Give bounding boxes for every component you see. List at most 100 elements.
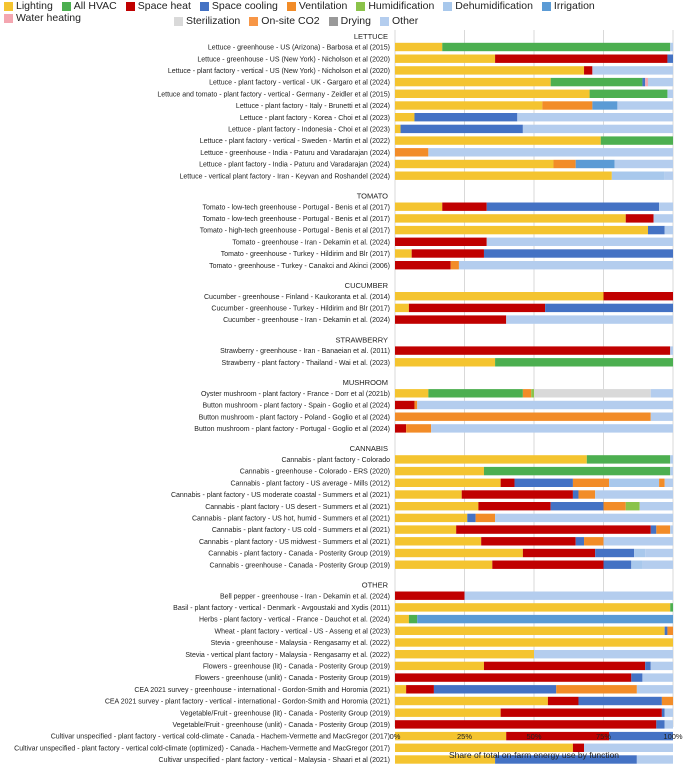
row-label: Bell pepper - greenhouse - Iran - Dekami… [220,593,390,600]
bar-segment-lighting [395,202,443,211]
x-tick-label: 0% [390,732,401,741]
row-label: Button mushroom - plant factory - Poland… [199,414,390,421]
bar-segment-all-hvac [408,614,418,624]
bar-segment-lighting [395,696,548,706]
bar-segment-all-hvac [550,77,643,87]
bar-segment-lighting [395,525,457,534]
bar-segment-space-heat [572,743,585,752]
bar-segment-space-heat [603,292,673,301]
bar-segment-space-cooling [400,124,523,134]
bar-segment-humidification [625,502,640,511]
bar-segment-lighting [395,159,554,169]
bar-segment-lighting [395,136,601,145]
row-label: Cannabis - plant factory - US moderate c… [171,492,390,499]
row-label: CEA 2021 survey - plant factory - vertic… [105,699,390,706]
bar-segment-lighting [395,490,462,499]
bar-segment-lighting [395,292,604,301]
bar-segment-lighting [395,455,587,464]
legend-swatch [379,16,389,26]
bar-segment-other [664,708,673,717]
row-label: Cannabis - plant factory - US midwest - … [199,539,390,546]
bar-segment-lighting [395,478,501,487]
bar-segment-other [667,89,673,98]
row-label: Tomato - greenhouse - Iran - Dekamin et … [232,239,390,246]
row-label: Cannabis - plant factory - US hot, humid… [192,516,390,523]
bar-segment-irrigation [417,614,673,624]
bar-segment-space-heat [395,673,632,682]
row-label: Cultivar unspecified - plant factory - v… [51,734,390,741]
row-label: Stevia - vertical plant factory - Malays… [185,652,390,659]
bar-segment-all-hvac [589,89,668,98]
legend-swatch [4,13,13,23]
bar-segment-ventilation [584,537,604,546]
bar-segment-space-heat [406,685,434,694]
bar-segment-space-heat [500,708,662,717]
bar-segment-dehumidification [634,548,646,558]
bar-segment-lighting [395,77,551,87]
bar-segment-space-cooling [433,685,557,694]
row-label: Cannabis - plant factory - US average - … [230,480,390,487]
row-label: Tomato - low-tech greenhouse - Portugal … [202,216,390,223]
x-tick-label: 75% [596,732,611,741]
legend-item-on-site-co2: On-site CO2 [249,15,320,27]
bar-segment-other [636,685,673,694]
row-label: Button mushroom - plant factory - Spain … [202,403,390,410]
bar-segment-dehumidification [609,478,660,487]
bar-segment-space-cooling [467,513,476,523]
bar-segment-space-heat [395,591,465,600]
row-label: Flowers - greenhouse (lit) - Canada - Po… [203,664,390,671]
bar-segment-lighting [395,66,585,75]
row-label: Cultivar unspecified - plant factory - v… [159,757,390,764]
bar-segment-ventilation [395,148,429,157]
legend-label: Ventilation [298,0,348,12]
bar-segment-other [642,673,673,682]
row-label: Lettuce and tomato - plant factory - ver… [157,91,390,98]
bar-segment-space-heat [442,202,487,211]
bar-segment-lighting [395,537,482,546]
legend-swatch [174,16,183,26]
bar-segment-other [617,101,673,110]
bar-segment-lighting [395,513,468,523]
bar-segment-lighting [395,214,626,223]
bar-segment-ventilation [661,696,673,706]
bar-segment-space-cooling [645,661,651,671]
bar-segment-water-heating [645,77,648,87]
legend-item-sterilization: Sterilization [174,15,240,27]
row-label: Cultivar unspecified - plant factory - v… [14,745,390,752]
bar-segment-other [664,225,673,235]
bar-segment-other [659,202,673,211]
bar-segment-space-heat [547,696,579,706]
bar-segment-dehumidification [631,560,643,569]
bar-segment-ventilation [656,525,671,534]
bar-segment-other [417,400,673,410]
bar-segment-all-hvac [442,42,671,52]
row-label: Strawberry - plant factory - Thailand - … [222,360,390,367]
bar-segment-other [650,389,673,398]
bar-segment-space-cooling [656,720,665,729]
bar-segment-space-heat [395,400,415,410]
row-label: Basil - plant factory - vertical - Denma… [173,605,390,612]
row-label: Cannabis - greenhouse - Colorado - ERS (… [240,469,390,476]
bar-segment-other [670,42,673,52]
legend-swatch [4,1,13,11]
legend-item-humidification: Humidification [356,0,434,12]
bar-segment-other [603,537,673,546]
bar-segment-all-hvac [600,136,673,145]
bar-segment-space-heat [395,261,451,270]
bar-segment-lighting [395,358,496,367]
row-label: Cucumber - greenhouse - Iran - Dekamin e… [223,317,390,324]
bar-segment-space-heat [625,214,654,223]
x-axis-label: Share of total on-farm energy use by fun… [449,750,619,760]
bar-segment-ventilation [395,412,651,421]
bar-segment-irrigation [575,159,615,169]
row-label: Lettuce - plant factory - Indonesia - Ch… [228,127,390,134]
row-label: Lettuce - greenhouse - India - Paturu an… [200,150,390,157]
bar-segment-space-heat [395,720,657,729]
row-label: Cannabis - plant factory - US cold - Sum… [212,527,390,534]
bar-segment-other [653,214,673,223]
row-label: Vegetable/Fruit - greenhouse (unlit) - C… [172,722,390,729]
row-label: Flowers - greenhouse (unlit) - Canada - … [195,675,390,682]
legend-row: Sterilization On-site CO2 Drying Other [4,14,684,28]
bar-segment-space-cooling [642,77,646,87]
bar-segment-sterilization [534,389,651,398]
